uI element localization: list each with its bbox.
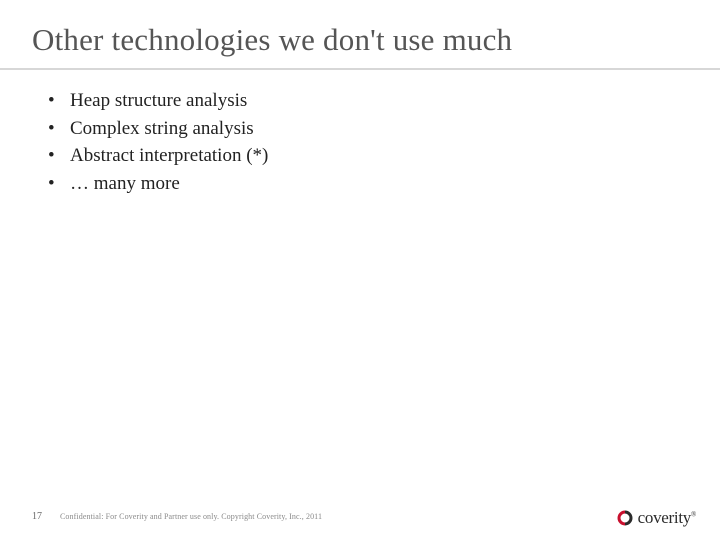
logo-text: coverity®: [638, 508, 696, 528]
slide-title: Other technologies we don't use much: [0, 0, 720, 66]
logo-mark-icon: [616, 509, 634, 527]
title-divider: [0, 68, 720, 70]
copyright-text: Confidential: For Coverity and Partner u…: [60, 512, 322, 521]
logo-registered: ®: [691, 510, 696, 518]
bullet-item: Abstract interpretation (*): [48, 143, 720, 169]
logo-word: coverity: [638, 508, 691, 527]
slide-footer: 17 Confidential: For Coverity and Partne…: [0, 506, 720, 526]
page-number: 17: [0, 511, 60, 522]
slide-container: Other technologies we don't use much Hea…: [0, 0, 720, 540]
bullet-item: Complex string analysis: [48, 116, 720, 142]
bullet-item: Heap structure analysis: [48, 88, 720, 114]
bullet-item: … many more: [48, 171, 720, 197]
bullet-list: Heap structure analysis Complex string a…: [0, 88, 720, 197]
brand-logo: coverity®: [616, 508, 696, 528]
